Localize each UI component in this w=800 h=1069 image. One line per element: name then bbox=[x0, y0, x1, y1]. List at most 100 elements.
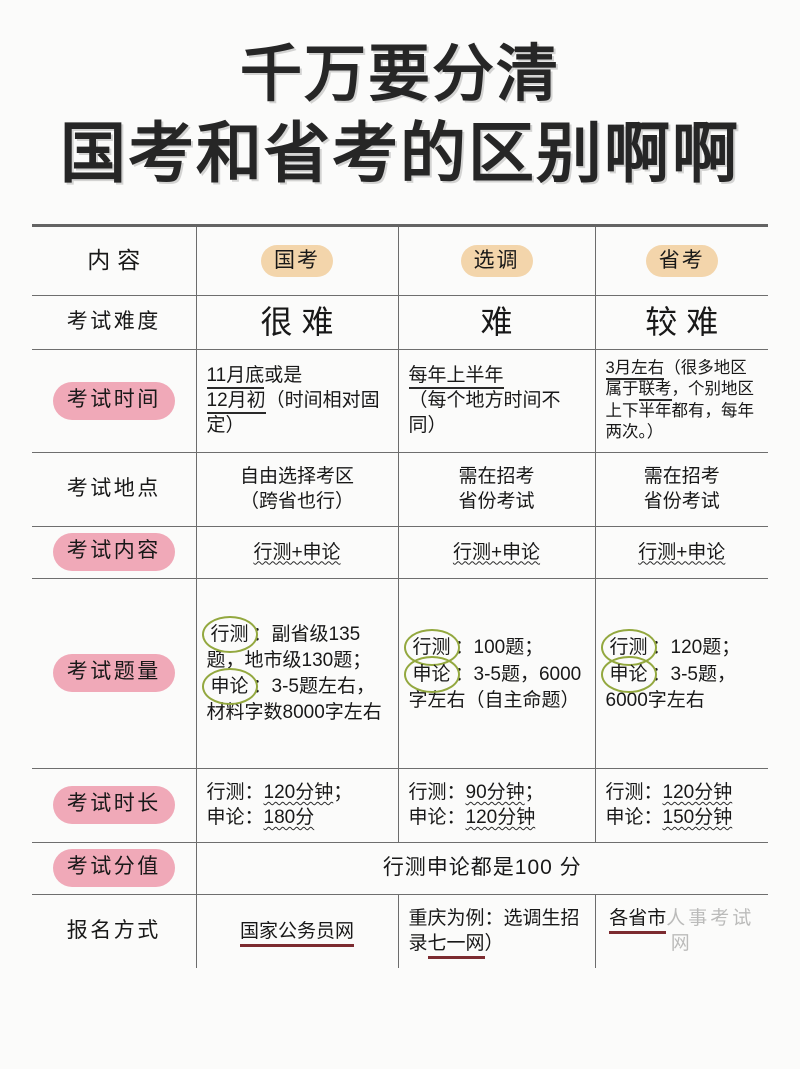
cell-exam-duration-guokao: 行测：120分钟； 申论：180分 bbox=[195, 768, 398, 843]
plain-text: ：120题； bbox=[651, 636, 741, 658]
cell-text: 行测 ：120题； 申论 ：3-5题，6000字左右 bbox=[600, 628, 765, 715]
row-label-exam-duration: 考试时长 bbox=[32, 768, 196, 843]
cell-text: 行测：120分钟申论：150分钟 bbox=[600, 778, 765, 832]
header-xuandiao-badge: 选调 bbox=[460, 244, 533, 277]
cell-exam-location-xuandiao: 需在招考 省份考试 bbox=[397, 452, 595, 527]
table-row-exam-score: 考试分值 行测申论都是100 分 bbox=[32, 842, 768, 895]
underlined-duration: 120分钟 bbox=[662, 782, 733, 804]
cell-exam-score-merged: 行测申论都是100 分 bbox=[195, 842, 768, 895]
label-text: 考试时长 bbox=[52, 786, 175, 825]
cell-question-count-shengkao: 行测 ：120题； 申论 ：3-5题，6000字左右 bbox=[594, 578, 768, 769]
cell-text: 行测：120分钟； 申论：180分 bbox=[201, 778, 394, 832]
cell-difficulty-guokao: 很难 bbox=[195, 295, 398, 350]
plain-text: 行测： bbox=[408, 782, 466, 804]
cell-text: 行测+申论 bbox=[452, 541, 541, 563]
label-text: 考试题量 bbox=[52, 654, 175, 693]
cell-text: 各省市人事考试网 bbox=[600, 904, 765, 958]
plain-text: ：3-5题，6000字左右（自主命题） bbox=[408, 663, 582, 711]
plain-text: 或是 bbox=[264, 365, 303, 387]
underlined-duration: 150分钟 bbox=[662, 807, 733, 829]
underlined-date: 每年上半年 bbox=[408, 365, 504, 390]
plain-text: 行测： bbox=[206, 782, 264, 804]
registration-site-link[interactable]: 国家公务员网 bbox=[239, 920, 354, 947]
underlined-duration: 120分钟 bbox=[263, 782, 334, 804]
plain-text: （每个地方时间不同） bbox=[408, 390, 561, 437]
cell-text: 行测 ：副省级135题，地市级130题； 申论 ：3-5题左右，材料字数8000字左右 bbox=[201, 616, 394, 727]
plain-text: （时间相对固定） bbox=[206, 390, 380, 437]
circled-shenlun: 申论 bbox=[201, 668, 258, 706]
cell-text: 11月底或是 12月初（时间相对固定） bbox=[201, 361, 394, 440]
circled-shenlun: 申论 bbox=[600, 655, 657, 693]
plain-text: ） bbox=[484, 933, 504, 955]
cell-text: 国家公务员网 bbox=[201, 917, 394, 947]
plain-text: 申论： bbox=[408, 807, 466, 829]
table-row-question-count: 考试题量 行测 ：副省级135题，地市级130题； 申论 ：3-5题左右，材料字数80… bbox=[32, 578, 768, 769]
label-text: 报名方式 bbox=[66, 919, 161, 943]
underlined-term: 联考 bbox=[638, 380, 672, 402]
header-content-text: 内容 bbox=[87, 247, 148, 274]
underlined-date: 11月底 bbox=[206, 365, 265, 390]
plain-text: ：3-5题，6000字左右 bbox=[605, 663, 736, 711]
row-label-exam-location: 考试地点 bbox=[32, 452, 196, 527]
faded-text: 人事考试网 bbox=[666, 908, 755, 955]
underlined-duration: 120分钟 bbox=[465, 807, 536, 829]
header-label-content: 内容 bbox=[32, 224, 196, 296]
cell-text: 行测+申论 bbox=[253, 541, 341, 563]
plain-text: ：3-5题左右，材料字数8000字左右 bbox=[206, 676, 382, 724]
cell-registration-guokao[interactable]: 国家公务员网 bbox=[195, 894, 398, 969]
cell-text: 自由选择考区 （跨省也行） bbox=[239, 466, 354, 513]
cell-exam-location-shengkao: 需在招考 省份考试 bbox=[594, 452, 768, 527]
row-label-exam-time: 考试时间 bbox=[32, 349, 196, 453]
poster-title: 千万要分清 国考和省考的区别啊啊 bbox=[0, 0, 800, 194]
label-text: 考试难度 bbox=[66, 310, 161, 334]
header-shengkao-badge: 省考 bbox=[645, 244, 718, 277]
cell-difficulty-shengkao: 较难 bbox=[594, 295, 768, 350]
table-row-exam-duration: 考试时长 行测：120分钟； 申论：180分 行测：90分钟； 申论：120分钟 行… bbox=[32, 768, 768, 843]
plain-text: ； bbox=[524, 782, 544, 804]
difficulty-value: 较难 bbox=[645, 304, 728, 340]
cell-question-count-guokao: 行测 ：副省级135题，地市级130题； 申论 ：3-5题左右，材料字数8000字左右 bbox=[195, 578, 398, 769]
label-text: 考试时间 bbox=[52, 381, 175, 420]
cell-exam-location-guokao: 自由选择考区 （跨省也行） bbox=[195, 452, 398, 527]
row-label-registration: 报名方式 bbox=[32, 894, 196, 968]
plain-text: 申论： bbox=[206, 807, 264, 829]
cell-exam-content-guokao: 行测+申论 bbox=[195, 526, 398, 579]
cell-text: 重庆为例：选调生招录七一网） bbox=[403, 904, 591, 960]
plain-text: 重庆为例：选调生招录 bbox=[408, 908, 580, 955]
plain-text: ：100题； bbox=[454, 636, 544, 658]
header-col-xuandiao: 选调 bbox=[397, 224, 595, 296]
cell-text: 需在招考 省份考试 bbox=[458, 466, 535, 513]
cell-exam-content-xuandiao: 行测+申论 bbox=[397, 526, 595, 579]
plain-text: 行测： bbox=[605, 782, 663, 804]
plain-text: ：副省级135题，地市级130题； bbox=[206, 624, 372, 672]
header-guokao-badge: 国考 bbox=[261, 244, 333, 277]
cell-registration-shengkao[interactable]: 各省市人事考试网 bbox=[594, 894, 768, 969]
registration-site-link[interactable]: 七一网 bbox=[427, 933, 485, 960]
plain-text: 申论： bbox=[605, 807, 663, 829]
registration-site-link[interactable]: 各省市 bbox=[609, 908, 667, 935]
circled-xingce: 行测 bbox=[403, 628, 460, 666]
row-label-exam-content: 考试内容 bbox=[32, 526, 196, 579]
cell-exam-duration-shengkao: 行测：120分钟申论：150分钟 bbox=[594, 768, 768, 843]
underlined-date: 12月初 bbox=[206, 390, 266, 415]
comparison-table-container: 内容 国考 选调 省考 考试难度 很难 难 较难 考试时间 11月底或是 bbox=[32, 224, 768, 969]
header-col-guokao: 国考 bbox=[195, 224, 398, 296]
table-row-exam-time: 考试时间 11月底或是 12月初（时间相对固定） 每年上半年 （每个地方时间不同） … bbox=[32, 349, 768, 453]
label-text: 考试地点 bbox=[66, 476, 161, 500]
cell-registration-xuandiao[interactable]: 重庆为例：选调生招录七一网） bbox=[397, 894, 595, 969]
cell-exam-content-shengkao: 行测+申论 bbox=[594, 526, 768, 579]
cell-text: 3月左右（很多地区属于联考，个别地区上下半年都有，每年两次。） bbox=[600, 356, 765, 446]
circled-xingce: 行测 bbox=[201, 616, 258, 654]
row-label-question-count: 考试题量 bbox=[32, 578, 196, 769]
cell-text: 行测+申论 bbox=[638, 541, 726, 563]
underlined-duration: 90分钟 bbox=[465, 782, 525, 804]
cell-exam-time-shengkao: 3月左右（很多地区属于联考，个别地区上下半年都有，每年两次。） bbox=[594, 349, 768, 453]
table-row-exam-content: 考试内容 行测+申论 行测+申论 行测+申论 bbox=[32, 526, 768, 579]
plain-text: ，个别地区上下半年都有，每年两次。） bbox=[605, 380, 755, 442]
row-label-exam-score: 考试分值 bbox=[32, 842, 196, 895]
row-label-difficulty: 考试难度 bbox=[32, 295, 196, 350]
cell-text: 行测 ：100题； 申论 ：3-5题，6000字左右（自主命题） bbox=[403, 628, 591, 715]
circled-xingce: 行测 bbox=[600, 628, 657, 666]
cell-difficulty-xuandiao: 难 bbox=[397, 295, 595, 350]
underlined-date: 3月左右 bbox=[605, 358, 665, 380]
